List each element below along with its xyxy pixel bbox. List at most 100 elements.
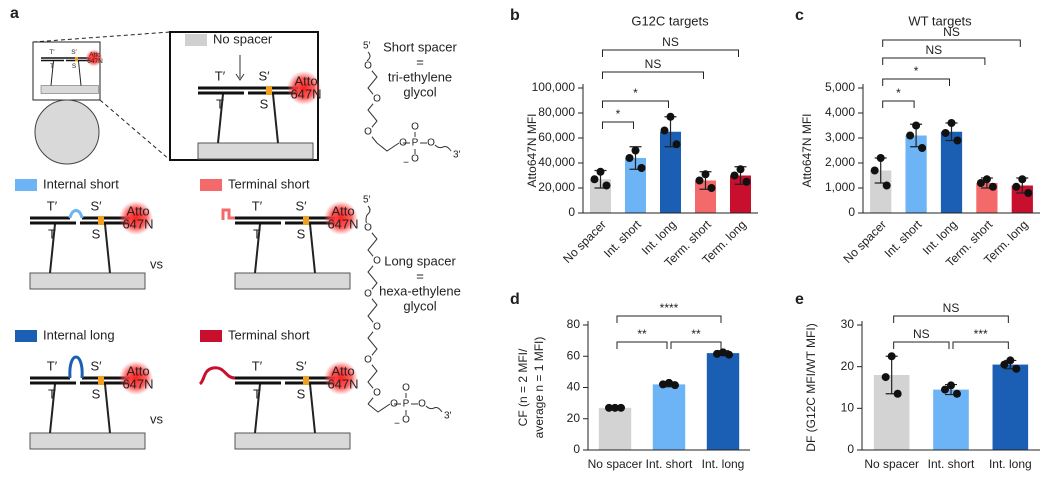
significance-bracket [616, 341, 668, 349]
data-point [631, 146, 640, 155]
linker [254, 383, 261, 434]
data-point [695, 176, 704, 185]
chem-label: O [402, 383, 410, 394]
data-point [912, 121, 921, 130]
vs-label: vs [150, 256, 164, 271]
data-point [665, 378, 673, 387]
significance-label: * [896, 86, 901, 100]
chem-label: O [364, 223, 372, 234]
strand-label: T′ [215, 68, 226, 83]
data-point [725, 350, 733, 359]
chem-label: O [364, 289, 372, 300]
significance-bracket [882, 100, 915, 108]
bond [367, 227, 378, 405]
legend-label: No spacer [213, 31, 273, 46]
significance-bracket [893, 315, 1009, 323]
chem-label: − [403, 158, 409, 169]
bar [992, 364, 1029, 450]
data-point [870, 166, 879, 175]
bar [933, 389, 969, 450]
chart-title: WT targets [908, 13, 972, 28]
data-point [637, 164, 646, 172]
data-point [941, 129, 950, 137]
strand-label: Atto [331, 203, 354, 218]
chem-label: 5′ [363, 195, 371, 206]
chem-label: P [412, 138, 419, 149]
o-bg [364, 223, 372, 233]
strand-label: T [48, 386, 56, 401]
panel-letter: e [795, 291, 804, 308]
linker [254, 223, 261, 274]
vs-label: vs [150, 411, 164, 426]
strand-label: T′ [252, 198, 263, 213]
surface [234, 272, 351, 290]
data-point [736, 165, 745, 174]
strand-label: Atto [294, 73, 317, 88]
significance-bracket [616, 315, 722, 323]
annealed-site [303, 376, 309, 385]
significance-bracket [882, 39, 1021, 47]
axes [861, 321, 1040, 451]
chem-label: O [427, 138, 435, 149]
strand-label: Atto [331, 363, 354, 378]
strand-label: S [72, 63, 77, 70]
chart-title: G12C targets [631, 13, 709, 28]
arrow-head [235, 73, 245, 81]
zoom-line [32, 31, 171, 43]
data-point [671, 381, 679, 390]
linker [217, 93, 224, 144]
bar [905, 135, 927, 213]
data-point [713, 349, 721, 358]
chem-label: 5′ [363, 41, 371, 52]
y-tick-label: 20,000 [538, 180, 575, 194]
linker [104, 383, 111, 434]
data-point [1012, 364, 1021, 373]
significance-label: NS [662, 35, 679, 49]
data-point [660, 126, 669, 135]
significance-bracket [602, 71, 704, 79]
bar [870, 170, 892, 213]
significance-bracket [602, 100, 669, 108]
chem-label: O [399, 138, 407, 149]
panel-letter: a [10, 5, 19, 22]
data-point [605, 403, 613, 412]
strand-label: 647N [290, 86, 321, 101]
linker [49, 223, 56, 274]
data-point [988, 182, 997, 191]
linker [309, 223, 316, 274]
strand-label: 647N [122, 376, 153, 391]
y-tick-label: 4,000 [825, 105, 855, 119]
spacer-label: = [416, 268, 424, 283]
significance-bracket [893, 341, 950, 349]
y-axis-label: CF (n = 2 MFI/ [516, 348, 530, 426]
significance-bracket [882, 78, 950, 86]
strand-label: Atto [89, 52, 101, 59]
spacer-label: hexa-ethylene [379, 283, 461, 298]
axes [582, 84, 758, 214]
axes [587, 321, 750, 451]
strand-label: T [253, 386, 261, 401]
strand-label: T′ [47, 198, 58, 213]
x-tick-label: Int. long [702, 457, 745, 471]
data-point [672, 140, 681, 149]
strand-label: Atto [126, 203, 149, 218]
o-bg [373, 388, 381, 398]
strand-label: S′ [295, 358, 307, 373]
chem-label: O [411, 154, 419, 165]
o-bg [373, 94, 381, 104]
surface [234, 432, 351, 450]
bond [376, 142, 400, 152]
data-point [953, 389, 961, 398]
chem-label: O [373, 94, 381, 105]
chem-label: O [411, 122, 419, 133]
annealed-site [75, 57, 78, 62]
y-tick-label: 40,000 [538, 155, 575, 169]
annealed-site [98, 376, 104, 385]
panel-letter: b [510, 7, 520, 24]
data-point [666, 112, 675, 121]
data-point [1006, 356, 1015, 365]
y-tick-label: 100,000 [532, 80, 576, 94]
significance-bracket [670, 341, 722, 349]
legend-label: Terminal short [228, 327, 310, 342]
